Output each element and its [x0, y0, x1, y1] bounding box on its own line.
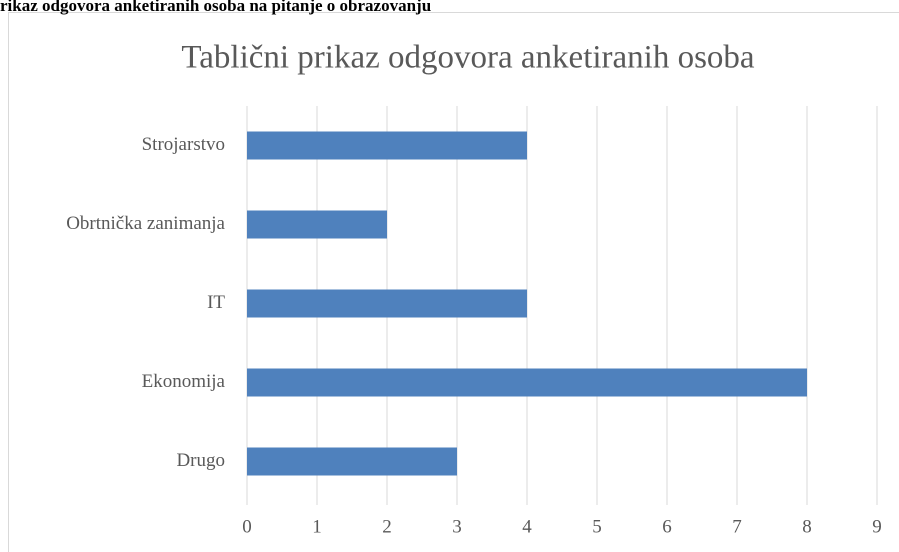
y-tick-label: IT [207, 292, 225, 313]
x-tick-label: 0 [242, 516, 252, 537]
x-tick-label: 7 [732, 516, 742, 537]
y-tick-label: Drugo [176, 450, 225, 471]
bar [247, 368, 807, 397]
x-tick-label: 4 [522, 516, 532, 537]
x-tick-label: 2 [382, 516, 392, 537]
chart-title: Tablični prikaz odgovora anketiranih oso… [181, 40, 755, 76]
bar [247, 447, 457, 476]
x-tick-label: 1 [312, 516, 322, 537]
caption: rikaz odgovora anketiranih osoba na pita… [0, 0, 431, 15]
bar [247, 289, 527, 318]
y-tick-label: Strojarstvo [142, 134, 225, 155]
y-tick-label: Ekonomija [142, 371, 226, 392]
bar [247, 131, 527, 160]
bar [247, 210, 387, 239]
x-tick-label: 9 [872, 516, 882, 537]
x-tick-label: 8 [802, 516, 812, 537]
x-tick-label: 6 [662, 516, 672, 537]
y-tick-label: Obrtnička zanimanja [66, 213, 225, 234]
x-tick-label: 3 [452, 516, 462, 537]
x-tick-label: 5 [592, 516, 602, 537]
